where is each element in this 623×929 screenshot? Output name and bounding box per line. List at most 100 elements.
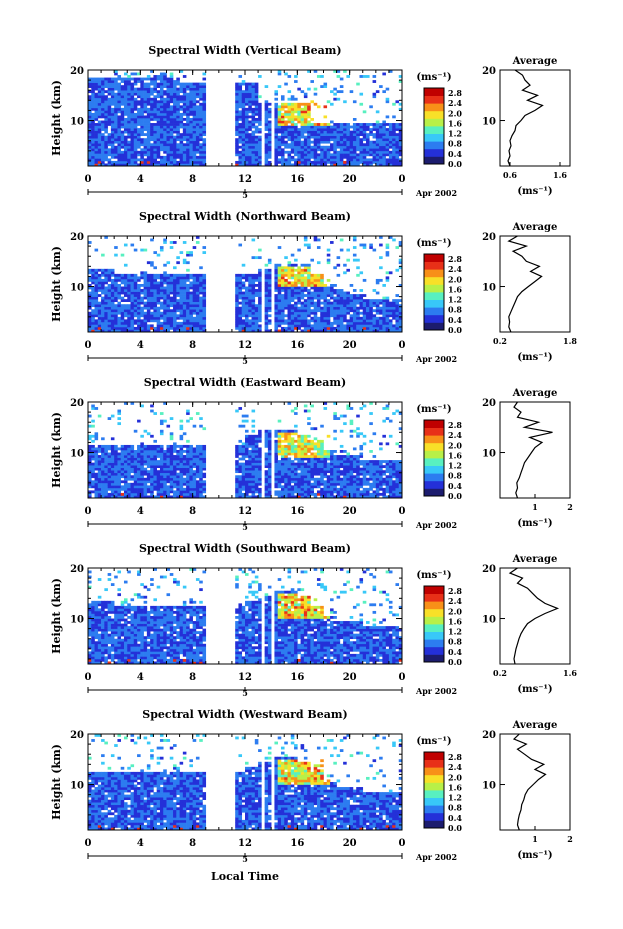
heatmap-cell (176, 160, 180, 164)
heatmap-cell (195, 82, 200, 86)
heatmap-cell (189, 158, 193, 162)
heatmap-cell (101, 160, 105, 164)
heatmap-cell (297, 110, 301, 114)
heatmap-cell (173, 301, 177, 305)
heatmap-cell (238, 115, 243, 119)
heatmap-cell (202, 115, 207, 119)
heatmap-cell (110, 140, 115, 144)
heatmap-cell (274, 140, 279, 144)
heatmap-cell (395, 306, 400, 310)
heatmap-cell (189, 284, 193, 287)
heatmap-cell (385, 153, 390, 157)
heatmap-cell (166, 490, 171, 494)
heatmap-cell (123, 102, 128, 106)
heatmap-cell (349, 160, 354, 164)
heatmap-cell (120, 304, 125, 308)
heatmap-cell (140, 404, 144, 408)
heatmap-cell (156, 95, 161, 99)
heatmap-cell (130, 273, 135, 277)
heatmap-cell (173, 475, 177, 479)
heatmap-cell (267, 268, 272, 272)
heatmap-cell (277, 329, 282, 333)
heatmap-cell (88, 100, 92, 104)
heatmap-cell (290, 286, 295, 290)
heatmap-cell (127, 278, 131, 282)
heatmap-cell (280, 130, 285, 134)
heatmap-cell (176, 135, 180, 139)
heatmap-cell (107, 291, 112, 295)
heatmap-cell (277, 284, 282, 287)
heatmap-cell (186, 128, 190, 131)
heatmap-cell (127, 462, 131, 466)
heatmap-cell (117, 105, 122, 109)
heatmap-cell (287, 329, 292, 333)
heatmap-cell (359, 155, 364, 159)
heatmap-cell (349, 158, 354, 162)
heatmap-cell (385, 135, 390, 139)
heatmap-cell (372, 133, 377, 136)
heatmap-cell (110, 319, 115, 323)
heatmap-cell (101, 153, 105, 157)
heatmap-cell (199, 102, 203, 106)
heatmap-cell (173, 319, 177, 323)
heatmap-cell (372, 289, 377, 292)
heatmap-cell (159, 289, 164, 292)
heatmap-cell (192, 97, 197, 101)
heatmap-cell (297, 309, 301, 313)
heatmap-cell (352, 158, 357, 162)
x-tick-label: 16 (290, 174, 304, 185)
heatmap-cell (91, 153, 95, 157)
heatmap-cell (251, 92, 256, 96)
heatmap-cell (248, 324, 252, 328)
heatmap-cell (297, 102, 301, 106)
heatmap-cell (248, 311, 252, 315)
heatmap-cell (343, 309, 347, 313)
heatmap-cell (107, 112, 112, 116)
heatmap-cell (379, 158, 383, 162)
heatmap-cell (349, 309, 354, 313)
heatmap-cell (130, 447, 135, 451)
heatmap-cell (176, 95, 180, 99)
heatmap-cell (300, 306, 305, 310)
heatmap-cell (186, 286, 190, 290)
heatmap-cell (179, 450, 184, 453)
heatmap-cell (251, 291, 256, 295)
heatmap-cell (375, 291, 380, 295)
heatmap-cell (307, 87, 311, 91)
heatmap-cell (114, 324, 118, 328)
heatmap-cell (110, 118, 115, 121)
heatmap-cell (186, 105, 190, 109)
heatmap-cell (179, 294, 184, 297)
heatmap-cell (150, 138, 154, 142)
heatmap-cell (241, 92, 246, 96)
heatmap-cell (372, 309, 377, 313)
heatmap-cell (300, 273, 305, 277)
heatmap-cell (316, 130, 321, 134)
heatmap-cell (88, 294, 92, 297)
heatmap-cell (290, 107, 295, 111)
heatmap-cell (310, 155, 314, 159)
heatmap-cell (248, 296, 252, 300)
heatmap-cell (186, 299, 190, 302)
heatmap-cell (192, 135, 197, 139)
heatmap-cell (146, 450, 151, 453)
heatmap-cell (186, 97, 190, 101)
heatmap-cell (127, 77, 131, 81)
heatmap-cell (117, 462, 122, 466)
heatmap-cell (202, 246, 207, 249)
heatmap-cell (297, 296, 301, 300)
heatmap-cell (130, 477, 135, 481)
heatmap-cell (179, 276, 184, 280)
heatmap-cell (385, 163, 390, 167)
heatmap-cell (166, 475, 171, 479)
heatmap-cell (349, 140, 354, 144)
heatmap-cell (202, 110, 207, 114)
heatmap-cell (267, 261, 272, 265)
heatmap-cell (156, 321, 161, 325)
heatmap-cell (189, 253, 193, 257)
heatmap-cell (153, 82, 157, 86)
heatmap-cell (235, 107, 239, 111)
heatmap-cell (307, 266, 311, 270)
heatmap-cell (169, 148, 174, 152)
heatmap-cell (238, 160, 243, 164)
